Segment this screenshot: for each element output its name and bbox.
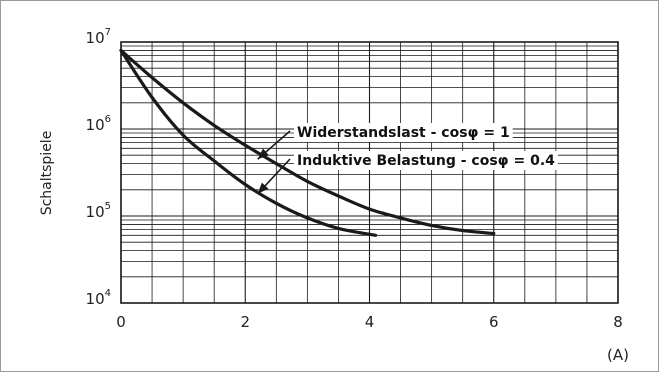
y-axis-label: Schaltspiele [39,131,55,216]
annotation-label: Widerstandslast - cosφ = 1 [297,125,510,141]
x-tick-label: 0 [116,313,126,331]
tick-label-layer: 0 2 4 6 8 104 105 106 107 [86,27,623,331]
annotation-arrowhead [257,182,269,194]
annotation-backdrop [294,151,558,170]
y-tick-label: 104 [86,288,111,308]
x-tick-label: 6 [489,313,499,331]
y-tick-label: 105 [86,201,111,221]
plot-area-border [120,41,619,304]
annotation-layer: Widerstandslast - cosφ = 1 Induktive Bela… [257,123,558,195]
x-tick-label: 8 [613,313,623,331]
annotation-backdrop [294,123,513,142]
series-layer [119,48,496,237]
x-tick-label: 2 [240,313,250,331]
grid-layer [120,41,619,304]
y-tick-label: 107 [86,27,111,47]
annotation-arrowhead [257,148,269,160]
x-axis-unit-label: (A) [607,346,629,364]
series-line-widerstandslast [119,48,496,236]
x-tick-label: 4 [365,313,375,331]
y-tick-label: 106 [86,114,111,134]
series-line-induktive-belastung [119,48,378,237]
annotation-label: Induktive Belastung - cosφ = 0.4 [297,153,555,169]
